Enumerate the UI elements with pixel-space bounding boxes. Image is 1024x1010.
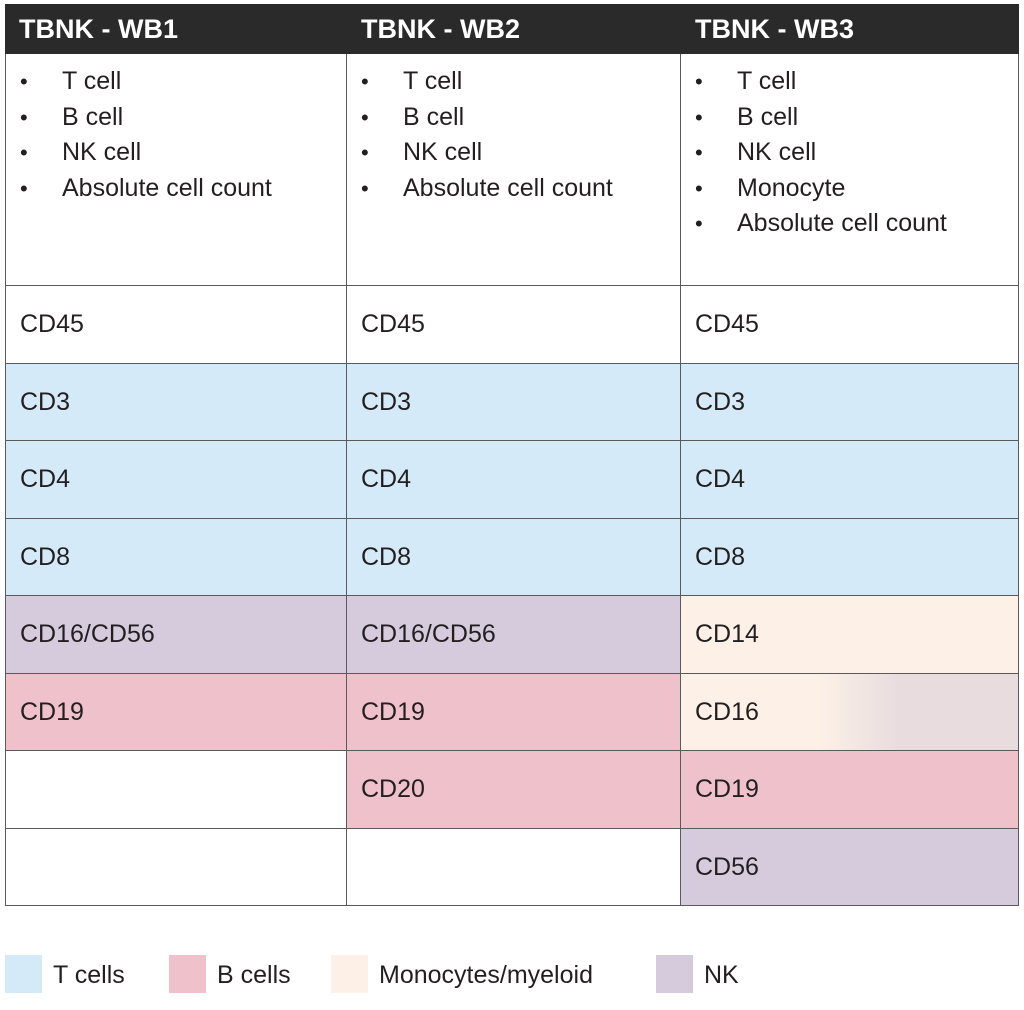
- marker-cell: CD56: [681, 828, 1019, 906]
- column-header: TBNK - WB3: [681, 4, 1019, 54]
- description-item: • T cell: [361, 64, 680, 100]
- marker-cell: CD3: [681, 363, 1019, 441]
- legend-swatch: [656, 955, 693, 993]
- marker-cell: CD8: [5, 518, 347, 596]
- column-description: • T cell • B cell • NK cell • Absolute cell cou…: [5, 54, 347, 286]
- description-item: • Absolute cell count: [20, 171, 346, 207]
- bullet-icon: •: [361, 140, 369, 165]
- description-text: Absolute cell count: [403, 173, 613, 202]
- description-text: T cell: [737, 67, 797, 95]
- description-item: • NK cell: [361, 135, 680, 171]
- description-list: • T cell • B cell • NK cell • Absolute cell cou…: [20, 64, 346, 206]
- bullet-icon: •: [20, 175, 28, 201]
- marker-cell: CD20: [347, 751, 681, 829]
- legend-label: T cells: [53, 961, 125, 989]
- description-text: T cell: [403, 67, 463, 95]
- bullet-icon: •: [361, 104, 369, 130]
- description-item: • NK cell: [20, 135, 346, 171]
- legend-swatch: [169, 955, 206, 993]
- description-text: T cell: [62, 67, 122, 95]
- legend-label: NK: [704, 961, 739, 989]
- marker-cell: CD45: [5, 286, 347, 364]
- panel-column-wb3: TBNK - WB3 • T cell • B cell • NK cell • Monocy…: [681, 4, 1019, 906]
- empty-cell: [5, 751, 347, 829]
- legend-swatch: [5, 955, 42, 993]
- legend-label: Monocytes/myeloid: [379, 961, 593, 989]
- description-text: NK cell: [62, 138, 142, 166]
- column-header: TBNK - WB1: [5, 4, 347, 54]
- description-item: • T cell: [695, 64, 1018, 100]
- panel-column-wb1: TBNK - WB1 • T cell • B cell • NK cell • Absolu…: [5, 4, 347, 906]
- marker-cell: CD45: [681, 286, 1019, 364]
- description-list: • T cell • B cell • NK cell • Absolute cell cou…: [361, 64, 680, 206]
- description-text: B cell: [403, 102, 465, 131]
- column-header: TBNK - WB2: [347, 4, 681, 54]
- bullet-icon: •: [361, 69, 369, 94]
- marker-cell: CD4: [5, 441, 347, 519]
- marker-cell: CD19: [5, 673, 347, 751]
- description-list: • T cell • B cell • NK cell • Monocyte • Absolute…: [695, 64, 1018, 242]
- column-description: • T cell • B cell • NK cell • Absolute cell cou…: [347, 54, 681, 286]
- description-text: B cell: [62, 102, 124, 131]
- marker-cell: CD16: [681, 673, 1019, 751]
- bullet-icon: •: [361, 175, 369, 201]
- bullet-icon: •: [20, 69, 28, 94]
- description-text: Absolute cell count: [62, 173, 272, 202]
- marker-cell: CD16/CD56: [5, 596, 347, 674]
- description-text: NK cell: [737, 138, 817, 166]
- bullet-icon: •: [695, 140, 703, 165]
- marker-cell: CD16/CD56: [347, 596, 681, 674]
- marker-cell: CD3: [5, 363, 347, 441]
- empty-cell: [347, 828, 681, 906]
- column-description: • T cell • B cell • NK cell • Monocyte • Absolute…: [681, 54, 1019, 286]
- bullet-icon: •: [695, 104, 703, 130]
- marker-cell: CD3: [347, 363, 681, 441]
- marker-cell: CD4: [681, 441, 1019, 519]
- bullet-icon: •: [695, 69, 703, 94]
- description-item: • B cell: [695, 100, 1018, 136]
- description-item: • B cell: [361, 100, 680, 136]
- bullet-icon: •: [695, 211, 703, 236]
- bullet-icon: •: [20, 140, 28, 165]
- empty-cell: [5, 828, 347, 906]
- panel-column-wb2: TBNK - WB2 • T cell • B cell • NK cell • Absolu…: [347, 4, 681, 906]
- description-text: Absolute cell count: [737, 209, 947, 237]
- description-item: • Monocyte: [695, 171, 1018, 207]
- legend-swatch: [331, 955, 368, 993]
- description-text: B cell: [737, 102, 799, 131]
- marker-cell: CD19: [347, 673, 681, 751]
- bullet-icon: •: [695, 175, 703, 201]
- marker-cell: CD8: [681, 518, 1019, 596]
- description-text: Monocyte: [737, 173, 846, 202]
- marker-cell: CD4: [347, 441, 681, 519]
- marker-cell: CD45: [347, 286, 681, 364]
- bullet-icon: •: [20, 104, 28, 130]
- color-legend: T cells B cells Monocytes/myeloid NK: [5, 955, 1005, 995]
- marker-cell: CD14: [681, 596, 1019, 674]
- marker-cell: CD19: [681, 751, 1019, 829]
- description-item: • T cell: [20, 64, 346, 100]
- description-item: • Absolute cell count: [695, 206, 1018, 242]
- marker-rows: CD45 CD3 CD4 CD8 CD16/CD56 CD19 CD20: [347, 286, 681, 906]
- marker-cell: CD8: [347, 518, 681, 596]
- marker-rows: CD45 CD3 CD4 CD8 CD16/CD56 CD19: [5, 286, 347, 906]
- marker-rows: CD45 CD3 CD4 CD8 CD14 CD16 CD19 CD56: [681, 286, 1019, 906]
- description-item: • B cell: [20, 100, 346, 136]
- description-item: • NK cell: [695, 135, 1018, 171]
- legend-label: B cells: [217, 961, 291, 989]
- description-item: • Absolute cell count: [361, 171, 680, 207]
- description-text: NK cell: [403, 138, 483, 166]
